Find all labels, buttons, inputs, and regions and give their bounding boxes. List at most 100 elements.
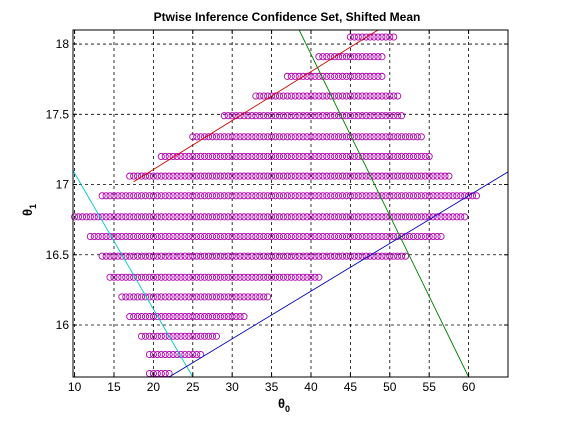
data-point (220, 112, 228, 120)
data-point (323, 252, 331, 260)
data-point (153, 172, 161, 180)
data-point (169, 232, 177, 241)
data-point (185, 192, 193, 200)
data-point (358, 53, 366, 61)
data-point (429, 232, 437, 241)
data-point (165, 213, 173, 221)
data-point (394, 172, 402, 180)
data-point (275, 92, 284, 100)
data-point (327, 192, 335, 200)
data-point (197, 172, 205, 180)
data-point (157, 172, 165, 180)
data-point (236, 273, 244, 281)
data-point (409, 172, 417, 180)
data-point (224, 273, 232, 281)
data-point (275, 152, 284, 160)
data-point (240, 293, 248, 301)
data-point (402, 213, 410, 221)
data-point (185, 232, 193, 241)
data-point (145, 332, 153, 340)
data-point (216, 192, 224, 200)
data-point (421, 232, 429, 241)
data-point (169, 213, 177, 221)
data-point (141, 313, 150, 321)
data-point (287, 232, 295, 241)
data-point (141, 232, 150, 241)
data-point (240, 232, 248, 241)
data-point (193, 273, 201, 281)
data-point (181, 192, 189, 200)
data-point (370, 133, 378, 141)
data-point (370, 232, 378, 241)
data-point (197, 213, 205, 221)
data-point (181, 273, 189, 281)
data-point (346, 92, 354, 100)
data-point (177, 213, 185, 221)
data-point (181, 252, 189, 260)
data-point (260, 252, 268, 260)
x-tick-label: 30 (226, 380, 240, 394)
data-point (268, 192, 276, 200)
x-tick-label: 55 (423, 380, 437, 394)
data-point (338, 133, 347, 141)
data-point (409, 152, 417, 160)
data-point (327, 232, 335, 241)
data-point (232, 152, 240, 160)
data-point (449, 192, 457, 200)
data-point (224, 192, 232, 200)
data-point (382, 252, 390, 260)
data-point (145, 213, 153, 221)
data-point (350, 72, 358, 80)
data-point (248, 293, 256, 301)
data-point (366, 53, 374, 61)
x-tick-label: 45 (344, 380, 358, 394)
data-point (319, 232, 327, 241)
data-point (283, 92, 291, 100)
data-point (248, 152, 256, 160)
data-point (212, 172, 220, 180)
data-point (342, 53, 351, 61)
data-point (382, 213, 390, 221)
data-point (240, 273, 248, 281)
data-point (149, 192, 157, 200)
data-point (378, 232, 386, 241)
data-point (244, 213, 252, 221)
data-point (437, 232, 445, 241)
data-point (370, 92, 378, 100)
data-point (189, 313, 197, 321)
data-point (177, 252, 185, 260)
data-point (232, 313, 240, 321)
data-point (134, 313, 142, 321)
data-point (374, 133, 382, 141)
x-tick-label: 20 (147, 380, 161, 394)
data-point (307, 152, 315, 160)
data-point (335, 133, 343, 141)
data-point (271, 192, 280, 200)
data-point (405, 172, 414, 180)
data-point (78, 213, 87, 221)
data-point (228, 232, 236, 241)
data-point (98, 192, 106, 200)
data-point (106, 232, 114, 241)
data-point (189, 172, 197, 180)
data-point (161, 332, 169, 340)
data-point (197, 192, 205, 200)
data-point (153, 332, 161, 340)
data-point (354, 133, 362, 141)
data-point (307, 232, 315, 241)
data-point (165, 293, 173, 301)
data-point (354, 172, 362, 180)
data-point (346, 252, 354, 260)
data-point (122, 213, 130, 221)
data-point (145, 313, 153, 321)
data-point (220, 252, 228, 260)
data-point (338, 72, 347, 80)
data-point (264, 172, 272, 180)
series-line (298, 29, 470, 378)
data-point (224, 252, 232, 260)
data-point (279, 232, 287, 241)
data-point (323, 172, 331, 180)
data-point (130, 172, 138, 180)
data-point (295, 152, 303, 160)
